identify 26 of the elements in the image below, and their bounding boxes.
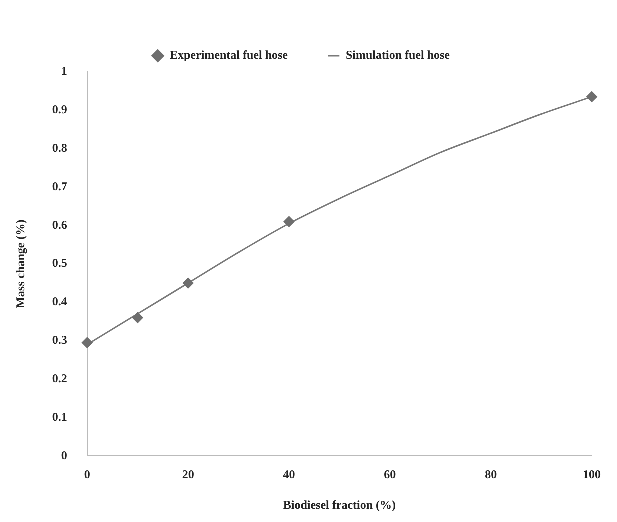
y-tick-label: 1 xyxy=(61,64,68,78)
y-tick-label: 0.7 xyxy=(52,179,68,194)
y-tick-label: 0.8 xyxy=(52,140,68,155)
point xyxy=(586,91,598,102)
y-axis-title: Mass change (%) xyxy=(13,220,28,308)
y-tick-label: 0.5 xyxy=(52,256,68,270)
x-tick-label: 0 xyxy=(84,467,90,482)
y-tick-label: 0.6 xyxy=(52,218,68,232)
legend-label: Simulation fuel hose xyxy=(346,48,451,62)
point xyxy=(132,312,144,324)
x-tick-label: 40 xyxy=(283,467,296,482)
y-tick-label: 0.1 xyxy=(52,410,68,424)
y-tick-label: 0.2 xyxy=(52,371,68,386)
x-tick-label: 100 xyxy=(583,467,601,482)
point xyxy=(182,278,194,289)
y-tick-label: 0.3 xyxy=(52,333,68,348)
x-axis-title: Biodiesel fraction (%) xyxy=(283,498,396,512)
x-tick-label: 20 xyxy=(182,467,194,482)
point xyxy=(82,337,93,348)
y-tick-label: 0.9 xyxy=(52,102,68,117)
x-tick-label: 80 xyxy=(485,467,498,482)
legend-label: Experimental fuel hose xyxy=(170,48,289,62)
x-tick-label: 60 xyxy=(384,467,396,482)
y-tick-label: 0 xyxy=(61,448,68,462)
point xyxy=(284,216,295,228)
y-tick-label: 0.4 xyxy=(52,294,68,309)
